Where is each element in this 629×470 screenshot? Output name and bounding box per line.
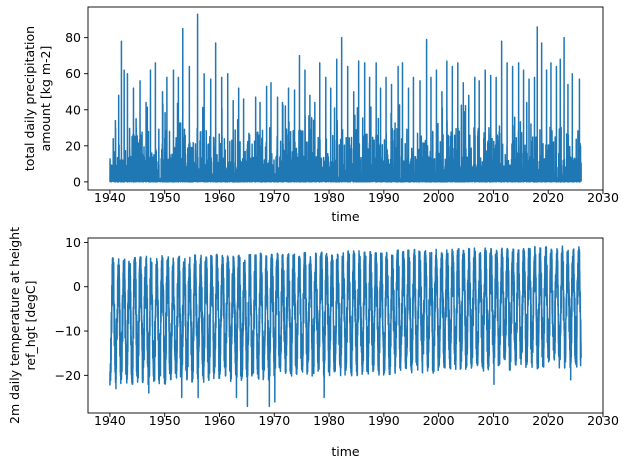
x-tick-label: 2020 [532, 190, 564, 205]
y-axis-label-line: ref_hgt [degC] [23, 281, 38, 371]
y-axis-label-line: total daily precipitation [22, 26, 37, 171]
y-tick-label: 10 [65, 235, 81, 250]
y-tick-label: 80 [65, 30, 81, 45]
y-tick-label: 0 [73, 279, 81, 294]
x-tick-label: 1940 [94, 190, 126, 205]
x-tick-label: 2010 [478, 190, 510, 205]
x-axis-label: time [331, 444, 360, 459]
y-tick-label: 60 [65, 66, 81, 81]
x-tick-label: 1980 [313, 413, 345, 428]
x-tick-label: 2020 [532, 413, 564, 428]
x-tick-label: 2030 [587, 190, 619, 205]
y-axis-label-line: 2m daily temperature at height [7, 227, 22, 424]
x-tick-label: 1960 [204, 413, 236, 428]
x-tick-label: 1990 [368, 190, 400, 205]
y-axis-label-line: amount [kg m-2] [38, 46, 53, 152]
y-tick-label: −10 [55, 324, 81, 339]
x-tick-label: 1980 [313, 190, 345, 205]
series-line [109, 245, 582, 408]
x-axis-label: time [331, 209, 360, 224]
x-tick-label: 2030 [587, 413, 619, 428]
plot-frame [87, 6, 604, 191]
series-line [109, 13, 582, 183]
y-tick-label: 0 [73, 174, 81, 189]
x-tick-label: 2010 [478, 413, 510, 428]
y-tick-label: 20 [65, 138, 81, 153]
x-tick-label: 2000 [423, 413, 455, 428]
y-tick-label: −20 [55, 368, 81, 383]
x-tick-label: 1970 [258, 413, 290, 428]
x-tick-label: 2000 [423, 190, 455, 205]
y-tick-label: 40 [65, 102, 81, 117]
x-tick-label: 1990 [368, 413, 400, 428]
precipitation-panel: 1940 1950 1960 1970 1980 1990 2000 2010 2020 2030… [22, 6, 619, 224]
x-tick-label: 1960 [204, 190, 236, 205]
temperature-panel: 1940 1950 1960 1970 1980 1990 2000 2010 2020 2030… [7, 227, 619, 459]
plot-frame [87, 237, 604, 414]
x-tick-label: 1970 [258, 190, 290, 205]
x-tick-label: 1940 [94, 413, 126, 428]
x-tick-label: 1950 [149, 413, 181, 428]
x-tick-label: 1950 [149, 190, 181, 205]
